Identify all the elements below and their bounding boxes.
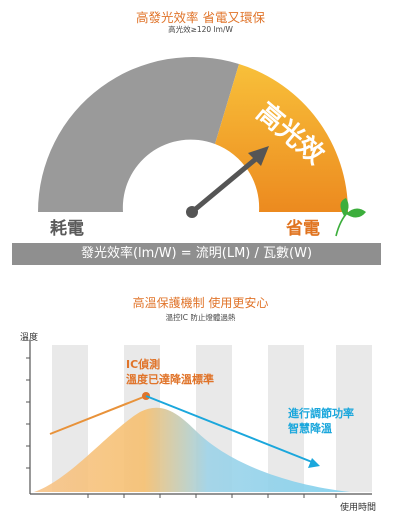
efficiency-gauge: 高光效 (38, 57, 366, 237)
smart-cooling-annotation: 進行調節功率 智慧降溫 (288, 406, 354, 436)
x-ticks (87, 494, 337, 498)
smart-cooling-line-1: 進行調節功率 (288, 407, 354, 420)
y-axis-label: 溫度 (20, 333, 39, 343)
temperature-fall-line (145, 395, 313, 463)
ic-detect-line-2: 溫度已達降溫標準 (126, 373, 214, 386)
gauge-inner (123, 144, 259, 212)
leaf-icon (335, 198, 366, 237)
gauge-needle-tip (248, 146, 269, 166)
protection-title: 高溫保護機制 使用更安心 (132, 296, 269, 310)
efficiency-title: 高發光效率 省電又環保 (136, 10, 265, 25)
efficiency-subtitle: 高光效≥120 lm/W (168, 25, 233, 34)
chart-stripe (268, 345, 304, 492)
ic-detect-line-1: IC偵測 (126, 358, 161, 371)
temperature-rise-line (49, 395, 147, 435)
efficiency-formula-bar: 發光效率(lm/W) = 流明(LM) / 瓦數(W) (12, 243, 381, 265)
gauge-gray-segment (38, 57, 239, 213)
ic-detect-annotation: IC偵測 溫度已達降溫標準 (126, 357, 214, 387)
x-axis-label: 使用時間 (340, 503, 377, 513)
chart-stripe (336, 345, 372, 492)
heat-curve-area (34, 407, 350, 492)
temperature-chart (26, 340, 372, 498)
power-consuming-label: 耗電 (50, 219, 84, 239)
gauge-pivot (186, 206, 198, 218)
protection-subtitle: 溫控IC 防止燈體過熱 (165, 313, 236, 322)
smart-cooling-line-2: 智慧降溫 (288, 422, 332, 435)
gauge-orange-segment (215, 64, 348, 212)
gauge-needle (189, 155, 260, 215)
power-saving-label: 省電 (286, 219, 320, 239)
fall-arrow-head (308, 458, 320, 468)
y-ticks (26, 357, 30, 469)
